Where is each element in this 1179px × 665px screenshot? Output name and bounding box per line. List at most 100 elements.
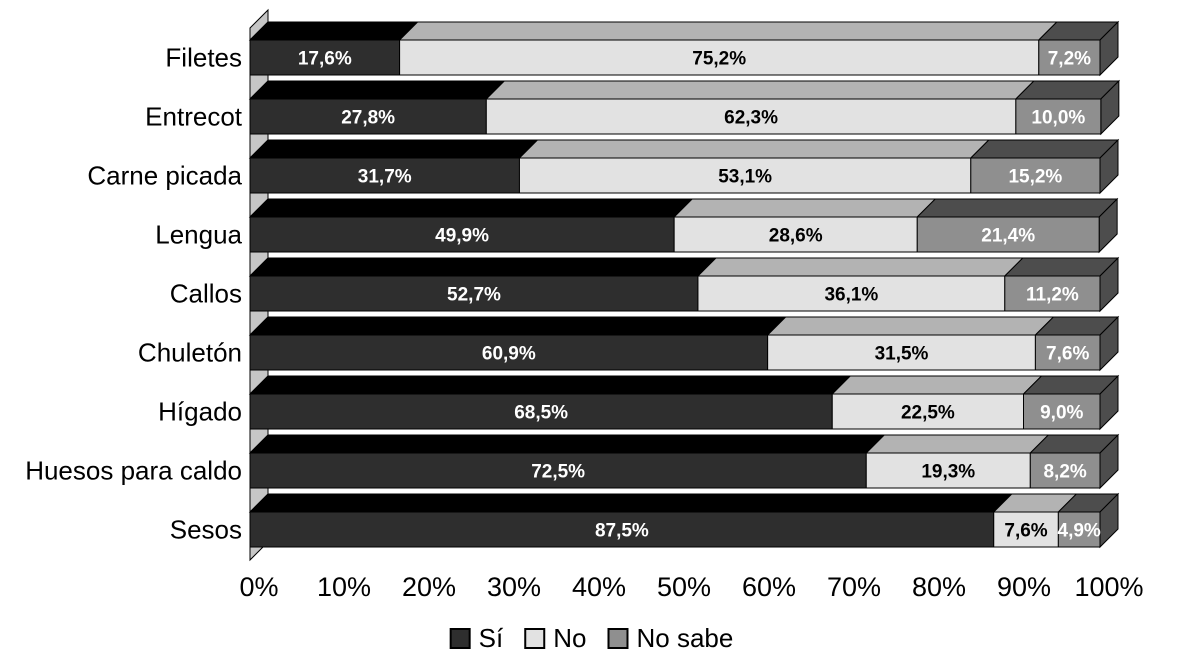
segment-front: [1034, 334, 1101, 371]
segment-top-face: [485, 80, 1036, 100]
segment-value-label: 53,1%: [718, 167, 772, 188]
segment-front: [249, 216, 675, 253]
segment-front: [1004, 275, 1101, 312]
bar-row-callos: Callos 52,7% 36,1% 11,2%: [170, 256, 1120, 313]
category-label: Chuletón: [138, 338, 242, 368]
category-label: Hígado: [158, 397, 242, 427]
legend-label: No: [553, 623, 586, 653]
segment-value-label: 52,7%: [447, 285, 501, 306]
x-axis-tick-label: 30%: [487, 572, 541, 602]
segment-value-label: 87,5%: [595, 521, 649, 542]
legend-label: No sabe: [636, 623, 733, 653]
segment-value-label: 60,9%: [482, 344, 536, 365]
segment-top-face: [766, 316, 1055, 336]
segment-front: [1023, 393, 1101, 430]
segment-value-label: 9,0%: [1040, 403, 1083, 424]
segment-front: [831, 393, 1024, 430]
legend: Sí No No sabe: [449, 623, 733, 653]
segment-front: [1029, 452, 1101, 489]
x-axis-tick-label: 50%: [657, 572, 711, 602]
category-label: Huesos para caldo: [25, 456, 242, 486]
segment-value-label: 8,2%: [1043, 462, 1086, 483]
x-axis-tick-label: 100%: [1074, 572, 1143, 602]
bar-row-carne-picada: Carne picada 31,7% 53,1% 15,2%: [87, 138, 1120, 195]
segment-value-label: 21,4%: [981, 226, 1035, 247]
segment-value-label: 4,9%: [1058, 521, 1101, 542]
segment-front: [249, 157, 520, 194]
segment-front: [767, 334, 1036, 371]
legend-item-no: No: [524, 623, 586, 653]
x-axis-tick-label: 80%: [912, 572, 966, 602]
x-axis: 0% 10% 20% 30% 40% 50% 60% 70% 80% 90% 100%: [239, 572, 1143, 602]
segment-top-face: [248, 316, 787, 336]
segment-top-face: [248, 434, 886, 454]
segment-front: [970, 157, 1101, 194]
category-label: Entrecot: [145, 102, 243, 132]
segment-front: [916, 216, 1100, 253]
x-axis-tick-label: 90%: [997, 572, 1051, 602]
x-axis-tick-label: 60%: [742, 572, 796, 602]
segment-value-label: 75,2%: [692, 49, 746, 70]
axis-wall-piece: [249, 546, 265, 562]
x-axis-tick-label: 70%: [827, 572, 881, 602]
segment-top-face: [248, 257, 718, 277]
segment-top-face: [248, 375, 852, 395]
segment-value-label: 19,3%: [921, 462, 975, 483]
category-label: Filetes: [165, 43, 242, 73]
segment-front: [249, 511, 995, 548]
legend-item-no-sabe: No sabe: [607, 623, 733, 653]
legend-item-si: Sí: [449, 623, 504, 653]
category-label: Lengua: [155, 220, 242, 250]
segment-top-face: [696, 257, 1025, 277]
segment-front: [673, 216, 918, 253]
segment-value-label: 49,9%: [435, 226, 489, 247]
bar-row-lengua: Lengua 49,9% 28,6% 21,4%: [155, 197, 1119, 254]
x-axis-tick-label: 0%: [239, 572, 278, 602]
segment-front: [249, 39, 401, 76]
segment-top-face: [831, 375, 1043, 395]
segment-value-label: 15,2%: [1008, 167, 1062, 188]
segment-front: [865, 452, 1031, 489]
segment-value-label: 22,5%: [901, 403, 955, 424]
segment-top-face: [1003, 257, 1120, 277]
segment-top-face: [248, 139, 539, 159]
x-axis-tick-label: 40%: [572, 572, 626, 602]
segment-top-face: [248, 21, 419, 41]
segment-value-label: 10,0%: [1031, 108, 1085, 129]
segment-value-label: 68,5%: [514, 403, 568, 424]
segment-top-face: [672, 198, 937, 218]
segment-front: [249, 98, 487, 135]
legend-swatch: [449, 628, 471, 649]
segment-value-label: 11,2%: [1026, 285, 1079, 306]
category-label: Carne picada: [87, 161, 242, 191]
segment-front: [399, 39, 1040, 76]
segment-top-face: [969, 139, 1120, 159]
bar-row-entrecot: Entrecot 27,8% 62,3% 10,0%: [145, 79, 1121, 136]
legend-swatch: [524, 628, 546, 649]
segment-front: [485, 98, 1017, 135]
segment-value-label: 28,6%: [769, 226, 823, 247]
segment-value-label: 7,6%: [1046, 344, 1089, 365]
segment-front: [249, 452, 867, 489]
bar-row-filetes: Filetes 17,6% 75,2% 7,2%: [165, 20, 1120, 77]
axis-wall: [249, 8, 269, 562]
segment-value-label: 72,5%: [531, 462, 585, 483]
segment-value-label: 31,5%: [875, 344, 929, 365]
segment-top-face: [248, 80, 506, 100]
segment-front: [249, 275, 699, 312]
segment-top-face: [248, 198, 694, 218]
segment-top-face: [916, 198, 1119, 218]
segment-front: [1057, 511, 1101, 548]
segment-value-label: 7,2%: [1048, 49, 1091, 70]
segment-front: [249, 334, 769, 371]
bar-row-sesos: Sesos 87,5% 7,6% 4,9%: [170, 492, 1120, 549]
segment-front: [1038, 39, 1101, 76]
bar-row-huesos-para-caldo: Huesos para caldo 72,5% 19,3% 8,2%: [25, 433, 1120, 490]
segment-value-label: 7,6%: [1004, 521, 1047, 542]
category-label: Callos: [170, 279, 242, 309]
segment-value-label: 17,6%: [298, 49, 352, 70]
category-label: Sesos: [170, 515, 242, 545]
segment-value-label: 62,3%: [724, 108, 778, 129]
segment-top-face: [865, 434, 1050, 454]
segment-top-face: [518, 139, 991, 159]
